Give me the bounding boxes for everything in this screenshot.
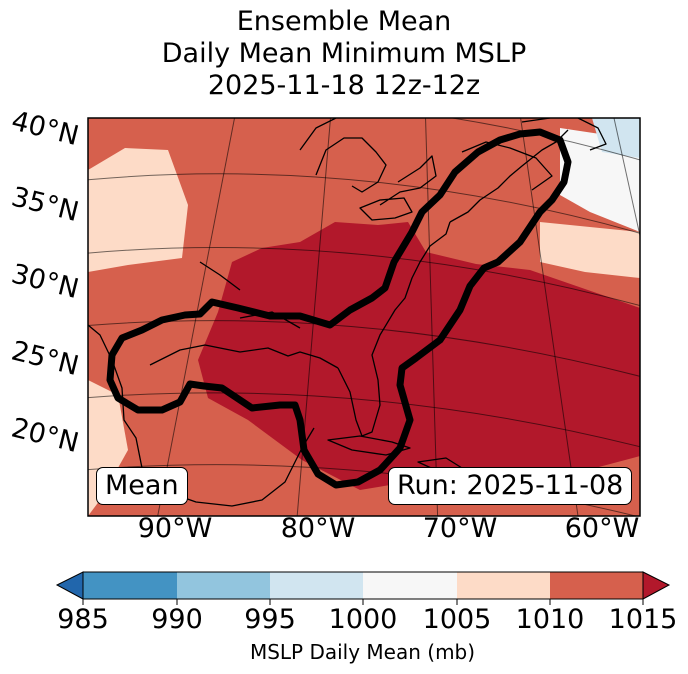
colorbar-bin-985-990 — [83, 572, 177, 599]
colorbar-bin-995-1000 — [270, 572, 363, 599]
colorbar — [55, 571, 671, 605]
colorbar-bin-1000-1005 — [363, 572, 457, 599]
colorbar-tick-995: 995 — [244, 604, 296, 635]
colorbar-tick-990: 990 — [151, 604, 203, 635]
colorbar-extend-low — [55, 571, 84, 600]
map-panel — [88, 118, 640, 516]
colorbar-tick-1000: 1000 — [328, 604, 398, 635]
colorbar-extend-high — [642, 571, 671, 600]
isobar-contour-1015 — [106, 128, 572, 489]
run-date-label: Run: 2025-11-08 — [388, 467, 633, 505]
colorbar-tick-1015: 1015 — [608, 604, 678, 635]
lon-label-70w: 70°W — [422, 513, 498, 544]
lon-label-80w: 80°W — [280, 513, 356, 544]
colorbar-tick-1005: 1005 — [422, 604, 492, 635]
mean-label: Mean — [96, 467, 188, 505]
pressure-field-995-ne — [592, 118, 640, 158]
graticule — [88, 118, 640, 516]
colorbar-label: MSLP Daily Mean (mb) — [249, 640, 476, 664]
colorbar-bin-1005-1010 — [457, 572, 550, 599]
title-line-2: Daily Mean Minimum MSLP — [161, 38, 527, 69]
colorbar-bin-990-995 — [177, 572, 270, 599]
map-frame — [87, 117, 641, 517]
colorbar-bin-1010-1015 — [550, 572, 643, 599]
lon-label-90w: 90°W — [137, 513, 213, 544]
colorbar-tick-985: 985 — [57, 604, 109, 635]
title-line-1: Ensemble Mean — [236, 6, 452, 37]
pressure-field-1005-ne — [540, 222, 640, 278]
title-line-3: 2025-11-18 12z-12z — [207, 70, 481, 101]
pressure-field-1005-west — [88, 148, 188, 272]
lon-label-60w: 60°W — [564, 513, 640, 544]
colorbar-tick-1010: 1010 — [515, 604, 585, 635]
